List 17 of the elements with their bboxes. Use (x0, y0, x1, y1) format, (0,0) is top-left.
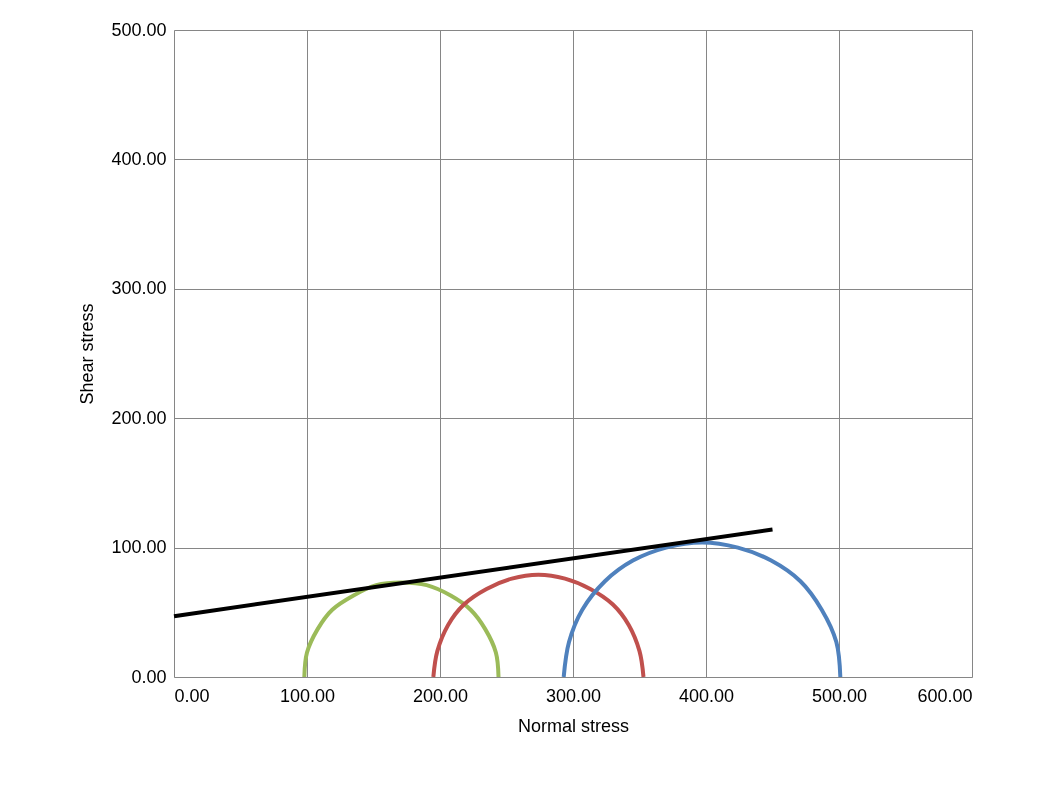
y-tick-label: 500.00 (111, 19, 167, 40)
y-tick-label: 300.00 (111, 278, 167, 299)
x-tick-label: 300.00 (545, 685, 602, 706)
x-tick-label: 500.00 (811, 685, 868, 706)
y-tick-label: 400.00 (111, 148, 167, 169)
line-series (561, 540, 843, 679)
y-tick-label: 100.00 (111, 537, 167, 558)
x-axis-title: Normal stress (517, 715, 630, 736)
x-tick-label: 400.00 (678, 685, 735, 706)
x-tick-label: 100.00 (279, 685, 336, 706)
y-axis-title: Shear stress (77, 303, 98, 405)
x-tick-label: 600.00 (917, 685, 973, 706)
y-tick-label: 200.00 (111, 407, 167, 428)
x-tick-label: 200.00 (412, 685, 469, 706)
x-tick-label: 0.00 (174, 685, 210, 706)
line-series (431, 572, 646, 679)
y-tick-label: 0.00 (131, 666, 167, 687)
